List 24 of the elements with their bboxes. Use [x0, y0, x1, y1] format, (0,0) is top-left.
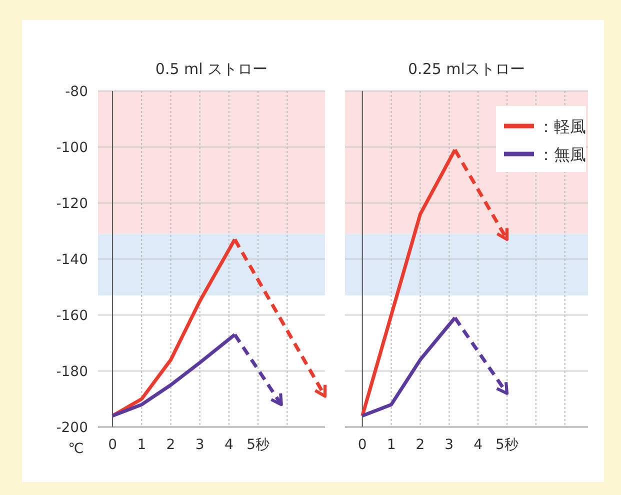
chart-title: 0.5 ml ストロー	[155, 60, 268, 78]
x-tick-label: 3	[444, 437, 454, 453]
x-tick-label: 5秒	[496, 437, 518, 453]
x-tick-label: 0	[358, 437, 367, 453]
chart-title: 0.25 mlストロー	[408, 60, 525, 78]
x-tick-label: 1	[386, 437, 396, 453]
y-tick-label: -200	[56, 420, 88, 436]
legend-label: ：軽風	[538, 117, 586, 136]
y-tick-label: -80	[65, 84, 88, 100]
y-axis-title: ℃	[68, 441, 84, 457]
legend-label: ：無風	[538, 145, 586, 164]
x-tick-label: 4	[224, 437, 234, 453]
x-tick-label: 5秒	[246, 437, 270, 453]
x-tick-label: 0	[108, 437, 118, 453]
y-tick-label: -120	[56, 196, 88, 212]
y-tick-label: -180	[56, 364, 88, 380]
y-tick-label: -160	[56, 308, 88, 324]
x-tick-label: 2	[166, 437, 176, 453]
x-tick-label: 4	[474, 437, 483, 453]
x-tick-label: 1	[137, 437, 146, 453]
x-tick-label: 3	[195, 437, 204, 453]
x-tick-label: 2	[416, 437, 425, 453]
y-tick-label: -140	[56, 252, 88, 268]
y-tick-label: -100	[56, 140, 88, 156]
